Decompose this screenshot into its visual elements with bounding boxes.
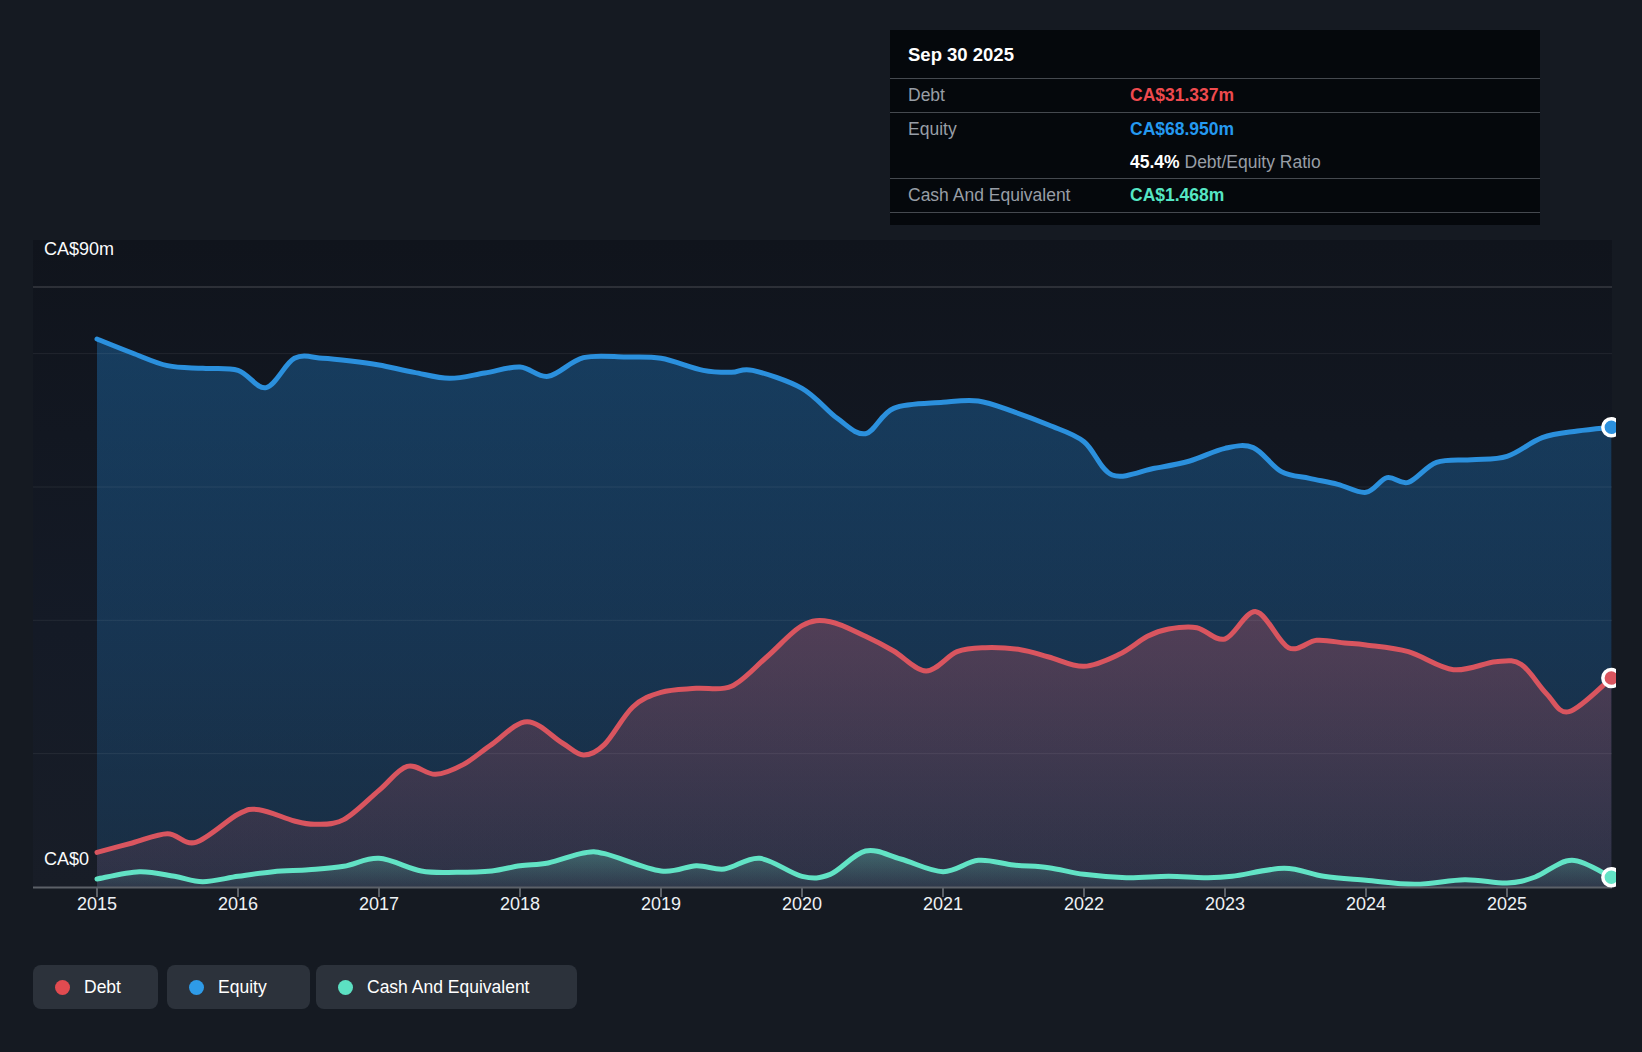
plot-area <box>33 240 1620 888</box>
y-axis-zero-label: CA$0 <box>44 849 89 870</box>
debt-series-dot-icon <box>55 980 70 995</box>
debt-equity-history-chart: CA$90m CA$0 Sep 30 2025 Debt CA$31.337m … <box>0 0 1642 1052</box>
tooltip-date: Sep 30 2025 <box>890 30 1540 79</box>
tooltip-debt-label: Debt <box>908 85 1130 106</box>
x-axis-label: 2024 <box>1346 894 1386 915</box>
x-axis-label: 2023 <box>1205 894 1245 915</box>
tooltip-cash-value: CA$1.468m <box>1130 185 1522 206</box>
equity-endpoint-marker <box>1603 419 1620 436</box>
x-axis-label: 2019 <box>641 894 681 915</box>
equity-series-dot-icon <box>189 980 204 995</box>
legend-debt-label: Debt <box>84 977 121 998</box>
cash-endpoint-marker <box>1603 869 1620 886</box>
legend-toggle-debt[interactable]: Debt <box>33 965 158 1009</box>
x-axis-label: 2021 <box>923 894 963 915</box>
x-axis-label: 2015 <box>77 894 117 915</box>
legend-equity-label: Equity <box>218 977 267 998</box>
legend-toggle-equity[interactable]: Equity <box>167 965 310 1009</box>
tooltip-ratio-value: 45.4% <box>1130 152 1180 172</box>
x-axis-label: 2022 <box>1064 894 1104 915</box>
x-axis-label: 2016 <box>218 894 258 915</box>
x-axis-label: 2017 <box>359 894 399 915</box>
tooltip-row-cash: Cash And Equivalent CA$1.468m <box>890 179 1540 213</box>
tooltip-cash-label: Cash And Equivalent <box>908 185 1130 206</box>
x-axis-label: 2020 <box>782 894 822 915</box>
tooltip-row-equity: Equity CA$68.950m <box>890 113 1540 146</box>
chart-tooltip: Sep 30 2025 Debt CA$31.337m Equity CA$68… <box>890 30 1540 225</box>
legend-cash-label: Cash And Equivalent <box>367 977 529 998</box>
tooltip-equity-value: CA$68.950m <box>1130 119 1522 140</box>
x-axis-label: 2025 <box>1487 894 1527 915</box>
debt-endpoint-marker <box>1603 670 1620 687</box>
tooltip-ratio-label: Debt/Equity Ratio <box>1185 152 1321 172</box>
tooltip-row-ratio: 45.4% Debt/Equity Ratio <box>890 146 1540 179</box>
tooltip-debt-value: CA$31.337m <box>1130 85 1522 106</box>
cash-series-dot-icon <box>338 980 353 995</box>
y-axis-max-label: CA$90m <box>44 239 114 260</box>
legend-toggle-cash[interactable]: Cash And Equivalent <box>316 965 577 1009</box>
tooltip-equity-label: Equity <box>908 119 1130 140</box>
x-axis-label: 2018 <box>500 894 540 915</box>
tooltip-row-debt: Debt CA$31.337m <box>890 79 1540 113</box>
